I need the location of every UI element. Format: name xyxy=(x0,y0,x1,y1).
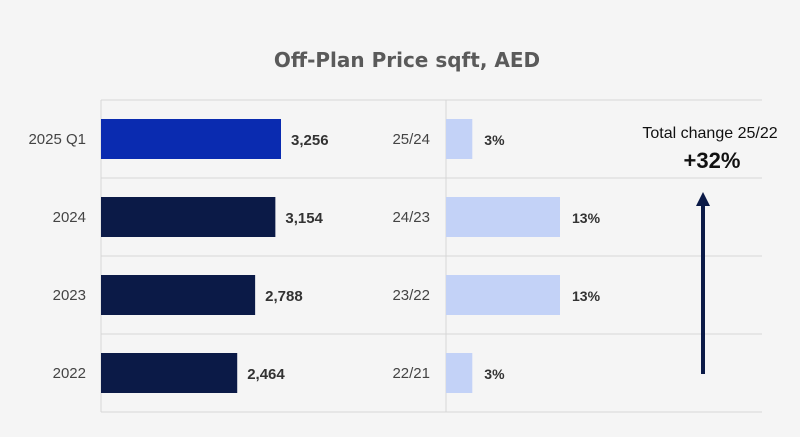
price-value-label: 3,256 xyxy=(291,132,329,149)
change-bar xyxy=(446,119,473,159)
change-value-label: 3% xyxy=(484,366,505,382)
change-category-label: 23/22 xyxy=(392,287,430,304)
price-bar xyxy=(101,119,281,159)
total-change-group: Total change 25/22 +32% xyxy=(642,125,778,374)
total-change-value: +32% xyxy=(684,148,741,173)
price-value-label: 2,464 xyxy=(247,366,285,383)
change-value-label: 3% xyxy=(484,132,505,148)
price-bar xyxy=(101,197,276,237)
change-bar xyxy=(446,275,560,315)
price-value-label: 2,788 xyxy=(265,288,303,305)
category-label: 2024 xyxy=(53,209,86,226)
price-bar xyxy=(101,275,256,315)
change-bar xyxy=(446,353,473,393)
category-label: 2023 xyxy=(53,287,86,304)
category-label: 2022 xyxy=(53,365,86,382)
change-category-label: 24/23 xyxy=(392,209,430,226)
total-change-arrow-head xyxy=(696,192,710,206)
bars-layer: 2025 Q1 3,256 2024 3,154 2023 2,788 2022 2,464 xyxy=(28,119,329,393)
price-value-label: 3,154 xyxy=(285,210,323,227)
chart-title: Off-Plan Price sqft, AED xyxy=(274,48,540,72)
total-change-label: Total change 25/22 xyxy=(642,125,777,142)
change-value-label: 13% xyxy=(572,288,601,304)
change-value-label: 13% xyxy=(572,210,601,226)
change-category-label: 22/21 xyxy=(392,365,430,382)
price-bar xyxy=(101,353,238,393)
change-category-label: 25/24 xyxy=(392,131,430,148)
category-label: 2025 Q1 xyxy=(28,131,86,148)
change-bar xyxy=(446,197,560,237)
change-layer: 25/24 3% 24/23 13% 23/22 13% 22/21 3% xyxy=(392,119,601,393)
